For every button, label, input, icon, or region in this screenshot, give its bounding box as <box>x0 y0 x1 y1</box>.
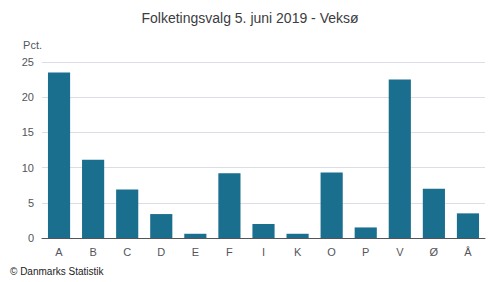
svg-text:Ø: Ø <box>430 246 439 258</box>
svg-text:20: 20 <box>22 91 34 103</box>
svg-text:E: E <box>192 246 199 258</box>
svg-text:C: C <box>123 246 131 258</box>
svg-text:Folketingsvalg 5. juni 2019 -: Folketingsvalg 5. juni 2019 - Veksø <box>141 10 359 26</box>
svg-text:F: F <box>226 246 233 258</box>
svg-text:I: I <box>262 246 265 258</box>
svg-text:25: 25 <box>22 56 34 68</box>
svg-text:V: V <box>396 246 404 258</box>
svg-text:O: O <box>327 246 336 258</box>
svg-text:D: D <box>157 246 165 258</box>
svg-text:0: 0 <box>28 232 34 244</box>
svg-text:K: K <box>294 246 302 258</box>
svg-text:5: 5 <box>28 197 34 209</box>
svg-text:Å: Å <box>464 246 472 258</box>
svg-text:10: 10 <box>22 162 34 174</box>
svg-text:© Danmarks Statistik: © Danmarks Statistik <box>10 266 105 277</box>
svg-text:15: 15 <box>22 126 34 138</box>
svg-text:B: B <box>89 246 96 258</box>
svg-text:A: A <box>55 246 63 258</box>
svg-text:Pct.: Pct. <box>23 39 42 51</box>
svg-text:P: P <box>362 246 369 258</box>
